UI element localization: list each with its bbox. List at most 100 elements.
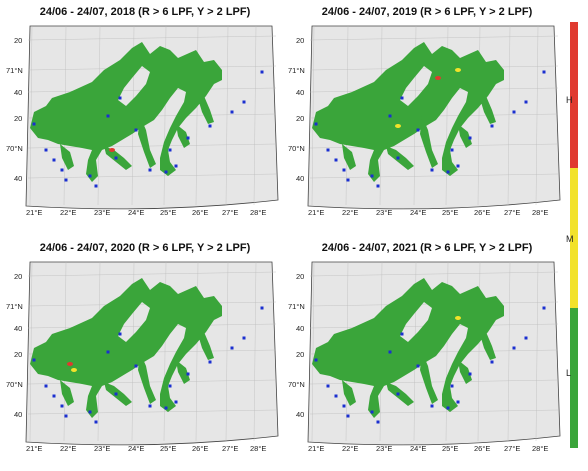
risk-hotspot [395,124,401,128]
lon-tick-label: 24°E [128,444,144,453]
station-marker [326,148,330,152]
station-marker [148,168,152,172]
station-marker [186,372,190,376]
fjord-arm [478,92,496,124]
meridian-line [535,261,539,442]
panel-title: 24/06 - 24/07, 2019 (R > 6 LPF, Y > 2 LP… [321,6,533,18]
station-marker [376,184,380,188]
station-marker [60,404,64,408]
lat-tick-label: 40 [296,88,304,97]
station-marker [44,384,48,388]
lon-tick-label: 21°E [308,208,324,217]
fjord-arm [104,146,132,170]
risk-hotspot [455,316,461,320]
lat-tick-label: 40 [296,174,304,183]
parallel-line [309,143,559,149]
station-marker [88,174,92,178]
station-marker [118,332,122,336]
meridian-line [535,25,539,206]
panel-title: 24/06 - 24/07, 2018 (R > 6 LPF, Y > 2 LP… [39,6,251,18]
legend-medium-bar [570,168,578,308]
lon-tick-label: 27°E [504,208,520,217]
station-marker [242,336,246,340]
fjord-arm [176,124,190,148]
station-marker [106,350,110,354]
station-marker [186,136,190,140]
lon-tick-label: 27°E [504,444,520,453]
parallel-line [27,173,277,179]
station-marker [326,384,330,388]
fjord-map: 21°E 22°E 23°E 24°E 25°E 26°E 27°E 28°E 20 71°N 40… [6,25,279,217]
lon-tick-label: 23°E [94,444,110,453]
fjord-arm [60,380,74,406]
station-marker [512,110,516,114]
station-marker [44,148,48,152]
parallel-line [27,409,277,415]
parallel-line [309,35,559,41]
lon-tick-label: 22°E [60,444,76,453]
lon-tick-label: 28°E [532,208,548,217]
station-marker [446,406,450,410]
lon-tick-label: 28°E [532,444,548,453]
station-marker [52,158,56,162]
parallel-line [309,271,559,277]
station-marker [242,100,246,104]
fjord-arm [342,380,356,406]
station-marker [168,384,172,388]
panel-title: 24/06 - 24/07, 2020 (R > 6 LPF, Y > 2 LP… [39,242,251,254]
station-marker [524,100,528,104]
station-marker [542,306,546,310]
station-marker [164,406,168,410]
lat-tick-label: 20 [14,350,22,359]
fjord-arm [138,352,156,404]
lon-tick-label: 26°E [474,208,490,217]
station-marker [208,360,212,364]
station-marker [60,168,64,172]
lat-tick-label: 20 [296,350,304,359]
station-marker [376,420,380,424]
fjord-arm [420,352,438,404]
station-marker [430,404,434,408]
sea-area [312,42,504,182]
station-marker [342,168,346,172]
risk-hotspot [71,368,77,372]
meridian-line [29,25,33,206]
lat-tick-label: 40 [14,410,22,419]
meridian-line [225,25,229,206]
map-panel-2018: 24/06 - 24/07, 2018 (R > 6 LPF, Y > 2 LP… [0,0,290,235]
fjord-arm [196,328,214,360]
fjord-arm [386,382,414,406]
fjord-arm [386,146,414,170]
station-marker [468,372,472,376]
station-marker [164,170,168,174]
station-marker [446,170,450,174]
station-marker [94,420,98,424]
station-marker [114,392,118,396]
fjord-arm [478,328,496,360]
lat-tick-label: 20 [296,272,304,281]
station-marker [524,336,528,340]
parallel-line [309,379,559,385]
station-marker [512,346,516,350]
lat-tick-label: 70°N [288,380,305,389]
fjord-arm [458,360,472,384]
lon-tick-label: 25°E [160,208,176,217]
station-marker [456,400,460,404]
fjord-map: 21°E 22°E 23°E 24°E 25°E 26°E 27°E 28°E 20 71°N 40… [6,261,279,453]
sea-area [30,42,222,182]
station-marker [430,168,434,172]
lat-tick-label: 70°N [288,144,305,153]
parallel-line [309,173,559,179]
lon-tick-label: 26°E [474,444,490,453]
lon-tick-label: 23°E [94,208,110,217]
station-marker [208,124,212,128]
fjord-arm [138,116,156,168]
lat-tick-label: 71°N [288,66,305,75]
lon-tick-label: 24°E [128,208,144,217]
lon-tick-label: 22°E [60,208,76,217]
station-marker [168,148,172,152]
lat-tick-label: 70°N [6,380,23,389]
risk-hotspot [435,76,441,80]
station-marker [416,364,420,368]
lon-tick-label: 24°E [410,444,426,453]
